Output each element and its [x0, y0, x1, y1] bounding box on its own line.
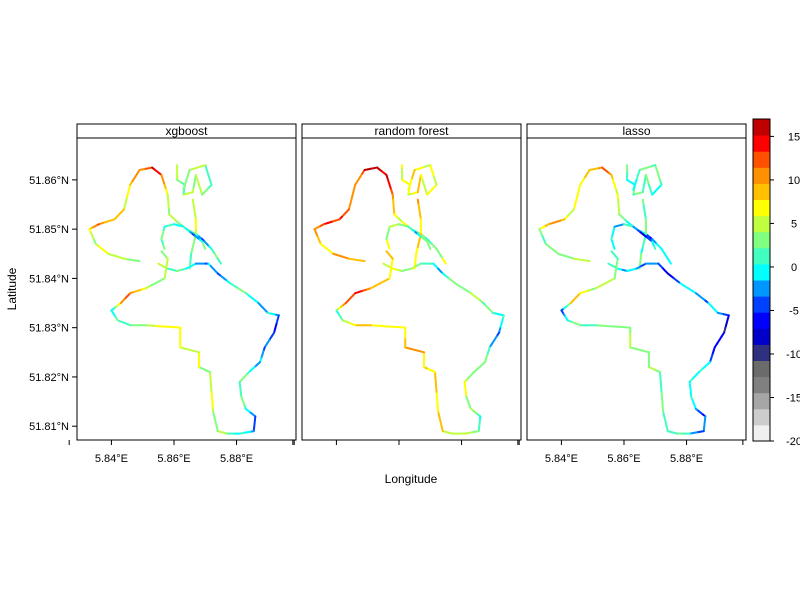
track-segment	[170, 326, 182, 329]
legend-swatch	[753, 167, 770, 184]
track-segment	[349, 196, 354, 205]
legend-swatch	[753, 312, 770, 329]
track-segment	[387, 325, 398, 329]
track-segment	[378, 324, 390, 328]
panel-title: random forest	[374, 124, 449, 138]
map-panel-2: lasso	[518, 123, 747, 445]
color-legend: 15 10 5 0 -5 -10 -15 -20	[752, 118, 800, 448]
panel-frame	[76, 137, 297, 441]
legend-swatch	[753, 376, 770, 394]
legend-swatch	[753, 263, 770, 281]
legend-swatch	[753, 199, 770, 217]
y-tick-label: 51.81°N	[29, 421, 69, 433]
legend-swatch	[753, 247, 770, 265]
track-segment	[584, 259, 591, 263]
panel-frame	[526, 137, 747, 441]
x-tick-label: 5.84°E	[545, 453, 578, 465]
legend-swatch	[753, 424, 770, 442]
legend-tick-label: 5	[791, 218, 797, 230]
track-segment	[385, 250, 390, 255]
track-segment	[632, 183, 636, 191]
track-segment	[620, 326, 632, 329]
legend-tick-label: -15	[786, 392, 800, 404]
track-segment	[160, 250, 165, 255]
track-segment	[203, 246, 207, 250]
track-segment	[395, 326, 407, 329]
track-segment	[351, 189, 355, 199]
track-segment	[612, 325, 623, 329]
y-tick-label: 51.83°N	[29, 323, 69, 335]
track-segment	[134, 259, 141, 263]
x-axis-title: Longitude	[385, 472, 438, 486]
track-segment	[347, 202, 352, 211]
track-segment	[219, 261, 222, 265]
panel-title: xgboost	[165, 124, 208, 138]
legend-swatch	[753, 135, 770, 152]
map-panel-0: xgboost	[68, 123, 297, 445]
track-segment	[572, 202, 577, 211]
track-segment	[577, 183, 582, 192]
legend-tick-label: -20	[786, 436, 800, 448]
track-segment	[444, 261, 447, 265]
track-segment	[610, 250, 615, 255]
legend-swatch	[753, 215, 770, 233]
y-axis-title: Latitude	[5, 267, 19, 310]
legend-swatch	[753, 151, 770, 168]
x-tick-label: 5.86°E	[607, 453, 640, 465]
y-tick-label: 51.82°N	[29, 372, 69, 384]
track-segment	[603, 324, 615, 328]
track-segment	[653, 246, 657, 250]
legend-swatch	[753, 231, 770, 249]
legend-tick-label: 10	[788, 175, 800, 187]
y-tick-label: 51.85°N	[29, 224, 69, 236]
track-segment	[122, 202, 127, 211]
legend-swatch	[753, 296, 770, 313]
track-segment	[124, 196, 129, 205]
track-segment	[369, 324, 381, 327]
x-tick-label: 5.84°E	[95, 453, 128, 465]
legend-tick-label: 15	[788, 131, 800, 143]
track-segment	[182, 183, 186, 191]
x-tick-label: 5.86°E	[157, 453, 190, 465]
route-tracks	[538, 164, 730, 435]
x-tick-label: 5.88°E	[670, 453, 703, 465]
legend-swatch	[753, 408, 770, 426]
legend-frame	[752, 118, 771, 442]
track-segment	[576, 189, 580, 199]
legend-tick-label: -10	[786, 349, 800, 361]
legend-tick-label: 0	[791, 262, 797, 274]
legend-tick-label: -5	[789, 305, 799, 317]
track-segment	[126, 189, 130, 199]
panel-frame	[301, 137, 522, 441]
legend-swatch	[753, 344, 770, 361]
route-tracks	[313, 164, 505, 435]
legend-swatch	[753, 328, 770, 345]
map-panel-1: random forest	[293, 123, 522, 445]
track-segment	[594, 324, 606, 327]
y-tick-label: 51.86°N	[29, 175, 69, 187]
x-tick-label: 5.88°E	[220, 453, 253, 465]
track-segment	[153, 324, 165, 328]
panel-title: lasso	[622, 124, 650, 138]
track-segment	[669, 261, 672, 265]
y-tick-label: 51.84°N	[29, 273, 69, 285]
legend-swatch	[753, 360, 770, 378]
legend-swatch	[753, 392, 770, 410]
track-segment	[428, 246, 432, 250]
legend-swatch	[753, 183, 770, 200]
track-segment	[574, 196, 579, 205]
track-segment	[407, 183, 411, 191]
legend-swatch	[753, 280, 770, 297]
track-segment	[359, 259, 366, 263]
legend-swatch	[753, 119, 770, 136]
track-segment	[352, 183, 357, 192]
route-tracks	[88, 164, 280, 435]
track-segment	[127, 183, 132, 192]
track-segment	[144, 324, 156, 327]
track-segment	[162, 325, 173, 329]
